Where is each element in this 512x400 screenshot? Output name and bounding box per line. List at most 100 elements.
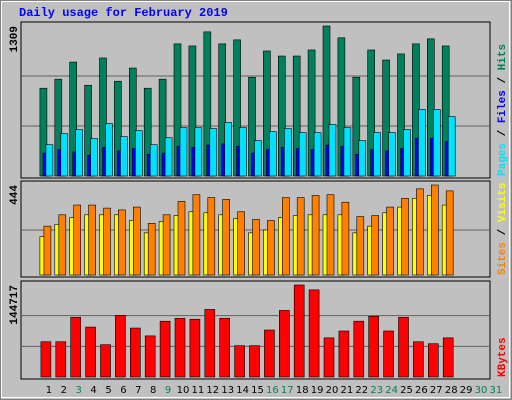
x-tick-label: 25	[400, 385, 413, 396]
x-tick-label: 2	[61, 385, 67, 396]
bar	[326, 194, 335, 276]
bar	[194, 127, 203, 177]
legend-entry: Pages	[497, 143, 509, 176]
x-tick-label: 9	[165, 385, 171, 396]
y-tick-label: 144717	[9, 285, 21, 325]
bar	[192, 194, 201, 276]
bar	[432, 109, 441, 177]
bar	[293, 284, 305, 378]
legend: Pages / Files / Hits	[497, 44, 509, 176]
bar	[135, 130, 143, 177]
x-tick-label: 26	[415, 385, 428, 396]
bar	[267, 220, 275, 276]
legend-entry: KBytes	[497, 337, 509, 377]
bar	[118, 209, 126, 276]
bar	[430, 184, 439, 276]
bar	[58, 214, 67, 276]
legend-entry: Hits	[497, 44, 509, 70]
bar	[207, 197, 216, 276]
bar	[269, 131, 277, 177]
bar	[371, 215, 380, 276]
x-tick-label: 5	[105, 385, 111, 396]
chart-title: Daily usage for February 2019	[19, 6, 228, 20]
bar	[85, 326, 96, 378]
bar	[115, 315, 126, 378]
bar	[234, 345, 245, 378]
bar	[164, 137, 173, 177]
bar	[60, 133, 69, 177]
bar	[249, 345, 260, 378]
x-tick-label: 24	[385, 385, 398, 396]
bar	[278, 310, 290, 378]
bar	[298, 132, 307, 177]
bar	[90, 138, 98, 177]
x-tick-label: 13	[221, 385, 234, 396]
x-tick-label: 16	[266, 385, 279, 396]
bar	[130, 327, 141, 378]
bar	[418, 109, 426, 177]
legend-separator: /	[497, 222, 509, 242]
x-tick-label: 18	[296, 385, 309, 396]
bar	[224, 122, 232, 177]
bar	[328, 124, 337, 177]
bar	[341, 201, 350, 276]
legend-entry: Sites	[497, 242, 509, 275]
legend-entry: Visits	[497, 183, 509, 223]
bar	[308, 289, 320, 378]
bar	[103, 207, 111, 276]
bar	[447, 116, 456, 177]
x-tick-label: 4	[90, 385, 96, 396]
bar	[40, 341, 52, 378]
x-tick-label: 28	[445, 385, 458, 396]
legend: KBytes	[497, 337, 509, 377]
x-tick-label: 7	[135, 385, 141, 396]
bar	[133, 206, 141, 276]
bar	[358, 140, 367, 177]
x-tick-label: 21	[341, 385, 354, 396]
x-tick-label: 3	[76, 385, 82, 396]
bar	[403, 129, 411, 177]
bar	[55, 341, 67, 378]
x-tick-label: 12	[206, 385, 219, 396]
bar	[252, 219, 260, 276]
bar	[264, 329, 275, 378]
x-tick-label: 11	[192, 385, 205, 396]
x-tick-label: 10	[177, 385, 190, 396]
x-tick-label: 15	[251, 385, 264, 396]
bar	[120, 136, 128, 177]
x-tick-label: 31	[490, 385, 503, 396]
bar	[313, 132, 322, 177]
bar	[219, 317, 230, 378]
bar	[383, 330, 394, 378]
x-tick-label: 30	[475, 385, 488, 396]
bar	[88, 204, 96, 276]
bar	[373, 132, 382, 177]
x-tick-label: 23	[370, 385, 383, 396]
bar	[45, 144, 54, 177]
bar	[398, 316, 409, 378]
legend-separator: /	[497, 123, 509, 143]
bar	[416, 188, 424, 276]
bar	[174, 317, 186, 378]
bar	[75, 129, 83, 177]
legend-separator: /	[497, 70, 509, 90]
bar	[149, 144, 158, 177]
bar	[209, 128, 218, 177]
bar	[239, 127, 247, 177]
bar	[296, 197, 305, 276]
bar	[353, 320, 365, 378]
bar	[105, 123, 113, 177]
bar	[144, 335, 156, 378]
bar	[179, 127, 188, 177]
bar	[386, 206, 394, 276]
bar	[368, 316, 380, 378]
x-tick-label: 17	[281, 385, 294, 396]
bar	[343, 127, 352, 177]
bar	[204, 309, 216, 378]
bar	[254, 140, 262, 177]
bar	[222, 199, 230, 276]
x-tick-label: 20	[326, 385, 339, 396]
x-tick-label: 19	[311, 385, 324, 396]
